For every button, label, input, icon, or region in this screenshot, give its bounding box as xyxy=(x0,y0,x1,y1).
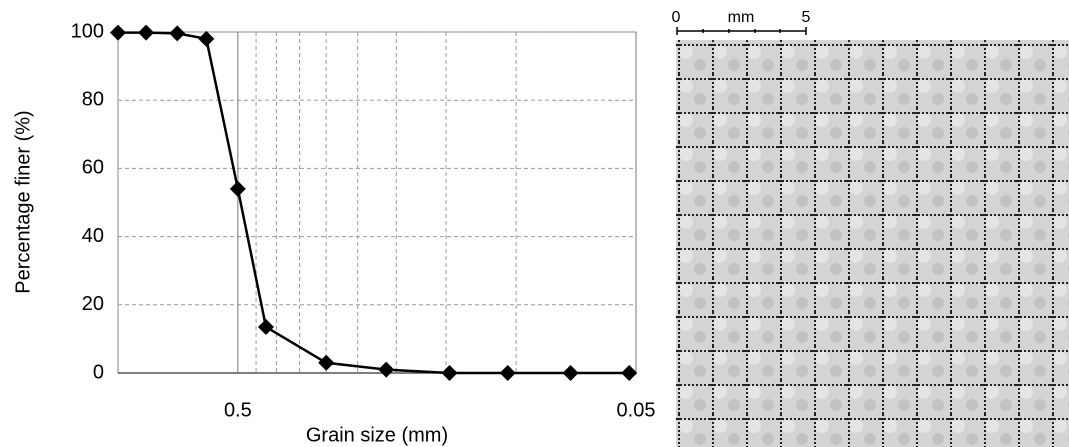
y-tick-label: 20 xyxy=(82,293,104,315)
data-line xyxy=(118,31,630,375)
scale-unit: mm xyxy=(728,9,755,26)
data-point xyxy=(318,354,335,371)
scale-start: 0 xyxy=(672,9,681,26)
x-tick-label: 0.5 xyxy=(224,399,252,421)
data-point xyxy=(499,365,516,381)
data-point xyxy=(138,24,155,41)
y-tick-label: 60 xyxy=(82,157,104,179)
y-tick-label: 80 xyxy=(82,88,104,110)
data-point xyxy=(198,30,215,47)
y-tick-label: 100 xyxy=(71,20,104,42)
data-point xyxy=(169,25,186,42)
data-point xyxy=(257,318,274,335)
data-point xyxy=(621,365,638,381)
y-tick-label: 0 xyxy=(93,361,104,383)
y-tick-label: 40 xyxy=(82,225,104,247)
sample-photo xyxy=(676,40,1069,447)
scale-ticks xyxy=(676,27,807,35)
data-point xyxy=(378,361,395,378)
x-tick-label: 0.05 xyxy=(617,399,656,421)
data-point xyxy=(562,365,579,381)
data-point xyxy=(229,180,246,197)
scale-end: 5 xyxy=(802,9,811,26)
x-axis-label: Grain size (mm) xyxy=(306,424,448,446)
data-point xyxy=(441,365,458,381)
y-axis-label: Percentage finer (%) xyxy=(12,110,34,293)
data-point xyxy=(110,24,126,41)
plot-frame xyxy=(117,31,637,374)
